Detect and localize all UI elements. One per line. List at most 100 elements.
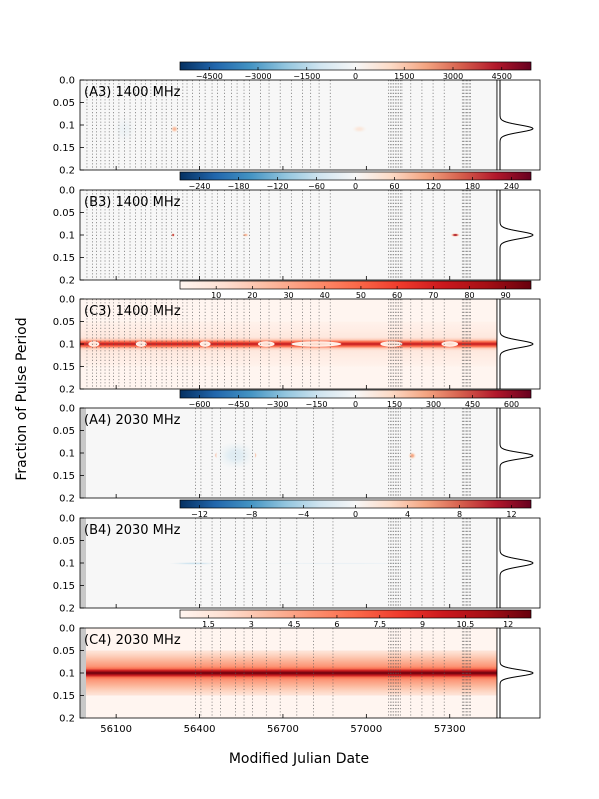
y-tick-label: 0.2 bbox=[59, 385, 75, 396]
colorbar-tick-label: −1500 bbox=[293, 72, 320, 81]
colorbar-gradient bbox=[179, 609, 532, 619]
heatmap-feature bbox=[88, 341, 100, 347]
colorbar-tick-label: 90 bbox=[501, 291, 511, 300]
heatmap-background bbox=[80, 408, 497, 498]
colorbar-tick-label: 50 bbox=[356, 291, 366, 300]
y-tick-label: 0.15 bbox=[53, 691, 75, 702]
y-tick-label: 0.05 bbox=[53, 317, 75, 328]
colorbar-tick-label: 9 bbox=[420, 620, 425, 629]
colorbar-tick-label: 12 bbox=[506, 510, 516, 519]
y-tick-label: 0.2 bbox=[59, 166, 75, 177]
colorbar-tick-label: −180 bbox=[228, 182, 250, 191]
colorbar-tick-label: 240 bbox=[504, 182, 519, 191]
colorbar-tick-label: 300 bbox=[426, 400, 441, 409]
colorbar-p1: −240 −180 −120 −60 0 60 120 180 240 bbox=[179, 171, 532, 191]
panel-label: (A4) 2030 MHz bbox=[84, 413, 181, 428]
colorbar-tick-label: −600 bbox=[189, 400, 211, 409]
colorbar-tick-label: 3000 bbox=[443, 72, 463, 81]
heatmap-feature bbox=[171, 233, 175, 237]
heatmap-feature bbox=[450, 233, 460, 237]
colorbar-tick-label: −4 bbox=[298, 510, 310, 519]
y-tick-label: 0.1 bbox=[59, 121, 75, 132]
colorbar-tick-label: −12 bbox=[191, 510, 208, 519]
colorbar-tick-label: 10 bbox=[211, 291, 221, 300]
colorbar-tick-label: 600 bbox=[504, 400, 519, 409]
y-tick-label: 0.05 bbox=[53, 98, 75, 109]
x-tick-label: 56400 bbox=[184, 724, 216, 735]
y-tick-label: 0.15 bbox=[53, 362, 75, 373]
colorbar-p5: 1.5 3 4.5 6 7.5 9 10.5 12 bbox=[179, 609, 532, 629]
colorbar-tick-label: 60 bbox=[389, 182, 399, 191]
heatmap-p0 bbox=[80, 80, 497, 170]
colorbar-tick-label: −3000 bbox=[244, 72, 271, 81]
heatmap-p2 bbox=[80, 299, 497, 389]
colorbar-tick-label: −8 bbox=[246, 510, 258, 519]
colorbar-tick-label: 0 bbox=[353, 72, 358, 81]
colorbar-p4: −12 −8 −4 0 4 8 12 bbox=[179, 499, 532, 519]
heatmap-feature bbox=[291, 341, 342, 347]
panel-label: (C3) 1400 MHz bbox=[84, 304, 181, 319]
y-tick-label: 0.0 bbox=[59, 514, 75, 525]
y-tick-label: 0.1 bbox=[59, 449, 75, 460]
panel-label: (A3) 1400 MHz bbox=[84, 85, 181, 100]
heatmap-feature bbox=[113, 116, 136, 143]
heatmap-feature bbox=[441, 341, 459, 347]
colorbar-tick-label: −240 bbox=[189, 182, 211, 191]
pulse-profile-line bbox=[499, 80, 534, 170]
x-tick-label: 57000 bbox=[350, 724, 382, 735]
panel-p5: (C4) 2030 MHz 0.0 0.05 0.1 0.15 0.2 56100 56400… bbox=[53, 624, 541, 735]
heatmap-feature bbox=[380, 341, 403, 347]
y-tick-label: 0.05 bbox=[53, 646, 75, 657]
panel-label: (C4) 2030 MHz bbox=[84, 633, 181, 648]
x-tick-label: 57300 bbox=[434, 724, 466, 735]
y-tick-label: 0.15 bbox=[53, 253, 75, 264]
colorbar-tick-label: 180 bbox=[465, 182, 480, 191]
colorbar-tick-label: 10.5 bbox=[456, 620, 474, 629]
panel-p1: (B3) 1400 MHz 0.0 0.05 0.1 0.15 0.2 bbox=[53, 186, 541, 287]
y-tick-label: 0.1 bbox=[59, 340, 75, 351]
panel-p4: (B4) 2030 MHz 0.0 0.05 0.1 0.15 0.2 bbox=[53, 514, 541, 615]
y-tick-label: 0.2 bbox=[59, 714, 75, 725]
colorbar-tick-label: 3 bbox=[249, 620, 254, 629]
pulse-profile-line bbox=[499, 190, 534, 280]
pulse-profile-line bbox=[499, 518, 534, 608]
x-tick-label: 56100 bbox=[100, 724, 132, 735]
colorbar-tick-label: 70 bbox=[428, 291, 438, 300]
phase-band bbox=[80, 650, 497, 696]
colorbar-tick-label: 120 bbox=[426, 182, 441, 191]
y-tick-label: 0.2 bbox=[59, 494, 75, 505]
y-tick-label: 0.0 bbox=[59, 404, 75, 415]
colorbar-tick-label: 0 bbox=[353, 182, 358, 191]
colorbar-tick-label: 80 bbox=[464, 291, 474, 300]
y-tick-label: 0.0 bbox=[59, 295, 75, 306]
heatmap-feature bbox=[216, 441, 256, 469]
colorbar-tick-label: 450 bbox=[465, 400, 480, 409]
y-tick-label: 0.05 bbox=[53, 536, 75, 547]
colorbar-tick-label: −150 bbox=[306, 400, 328, 409]
y-tick-label: 0.1 bbox=[59, 559, 75, 570]
panel-p0: (A3) 1400 MHz 0.0 0.05 0.1 0.15 0.2 bbox=[53, 76, 541, 177]
y-tick-label: 0.05 bbox=[53, 426, 75, 437]
y-tick-label: 0.2 bbox=[59, 604, 75, 615]
figure-x-axis-label: Modified Julian Date bbox=[229, 751, 369, 767]
figure-y-axis-label: Fraction of Pulse Period bbox=[14, 317, 30, 480]
colorbar-tick-label: 4500 bbox=[492, 72, 512, 81]
colorbar-tick-label: −120 bbox=[267, 182, 289, 191]
colorbar-tick-label: 60 bbox=[392, 291, 402, 300]
colorbar-tick-label: 8 bbox=[457, 510, 462, 519]
colorbar-tick-label: −450 bbox=[228, 400, 250, 409]
profile-frame bbox=[496, 407, 541, 499]
colorbar-tick-label: 1.5 bbox=[202, 620, 215, 629]
colorbar-tick-label: 20 bbox=[247, 291, 257, 300]
colorbar-tick-label: −4500 bbox=[196, 72, 223, 81]
heatmap-p5 bbox=[80, 628, 497, 718]
colorbar-tick-label: 1500 bbox=[394, 72, 414, 81]
colorbar-tick-label: 7.5 bbox=[373, 620, 386, 629]
colorbar-tick-label: 4 bbox=[405, 510, 410, 519]
heatmap-feature bbox=[242, 233, 249, 237]
heatmap-feature bbox=[257, 341, 275, 347]
panel-label: (B4) 2030 MHz bbox=[84, 523, 181, 538]
colorbar-tick-label: 150 bbox=[387, 400, 402, 409]
heatmap-p3 bbox=[80, 408, 497, 498]
